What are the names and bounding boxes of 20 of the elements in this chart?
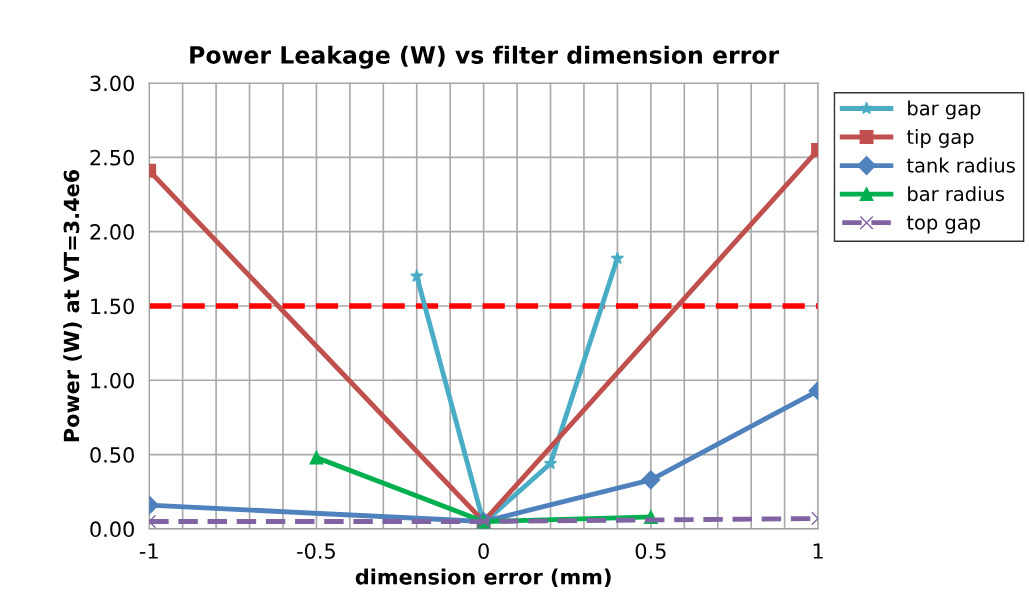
legend-label: bar gap: [908, 100, 981, 120]
x-tick-label: 1: [813, 543, 823, 559]
legend-label: bar radius: [908, 186, 1004, 202]
legend-label: tip gap: [906, 129, 974, 148]
y-tick-label: 1.00: [91, 372, 134, 389]
y-tick-label: 0.00: [90, 521, 134, 538]
x-tick-label: -1: [139, 543, 158, 559]
y-tick-label: 2.50: [90, 149, 134, 166]
y-tick-label: 3.00: [90, 75, 134, 92]
x-axis-title: dimension error (mm): [355, 568, 611, 588]
x-tick-label: 0.5: [635, 543, 666, 559]
x-tick-label: -0.5: [297, 543, 335, 559]
chart-title: Power Leakage (W) vs filter dimension error: [190, 45, 780, 69]
y-tick-label: 1.50: [91, 298, 134, 315]
y-tick-label: 2.00: [90, 224, 134, 240]
legend-label: tank radius: [906, 157, 1015, 173]
legend-label: top gap: [906, 215, 980, 234]
y-tick-label: 0.50: [90, 447, 134, 463]
x-tick-label: 0: [478, 543, 489, 559]
y-axis-title: Power (W) at VT=3.4e6: [63, 169, 82, 442]
